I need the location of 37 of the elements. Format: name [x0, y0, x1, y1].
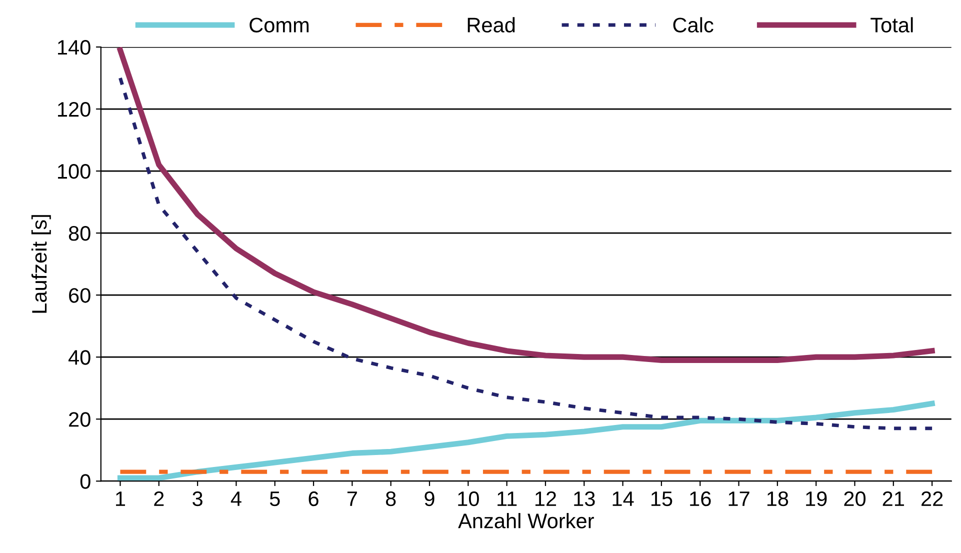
x-tick-label: 19 — [806, 491, 827, 506]
x-tick-label: 6 — [308, 491, 318, 506]
y-tick-label: 60 — [69, 288, 90, 303]
x-tick-label: 12 — [535, 491, 556, 506]
x-tick-label: 5 — [270, 492, 280, 506]
legend-label: Read — [468, 17, 515, 32]
y-tick-label: 20 — [69, 412, 90, 427]
x-axis-title: Anzahl Worker — [458, 513, 594, 528]
x-tick-label: 2 — [154, 491, 164, 506]
x-tick-label: 8 — [386, 491, 396, 506]
x-tick-label: 11 — [498, 492, 517, 506]
y-tick-label: 100 — [58, 164, 90, 179]
y-tick-label: 140 — [58, 40, 90, 55]
x-tick-label: 21 — [882, 491, 904, 506]
x-tick-label: 22 — [922, 491, 943, 506]
legend-label: Calc — [673, 17, 714, 32]
x-tick-label: 1 — [116, 492, 126, 506]
x-tick-label: 16 — [690, 491, 711, 506]
y-axis-title: Laufzeit [s] — [31, 215, 51, 313]
y-tick-label: 80 — [68, 226, 90, 241]
x-tick-label: 10 — [458, 491, 479, 506]
x-tick-label: 17 — [728, 492, 750, 506]
legend-label: Total — [870, 17, 913, 32]
line-series — [118, 76, 934, 430]
x-tick-label: 20 — [844, 491, 866, 506]
x-tick-label: 7 — [347, 492, 357, 506]
legend-label: Comm — [250, 18, 309, 32]
x-tick-label: 3 — [192, 491, 202, 506]
x-tick-label: 4 — [230, 492, 242, 506]
y-tick-label: 120 — [58, 102, 90, 117]
x-tick-label: 14 — [612, 492, 634, 506]
x-tick-label: 15 — [651, 492, 672, 506]
x-tick-label: 9 — [424, 491, 434, 506]
y-tick-label: 40 — [68, 350, 90, 365]
y-tick-label: 0 — [80, 474, 90, 489]
x-tick-label: 18 — [767, 491, 788, 506]
x-tick-label: 13 — [574, 491, 595, 506]
